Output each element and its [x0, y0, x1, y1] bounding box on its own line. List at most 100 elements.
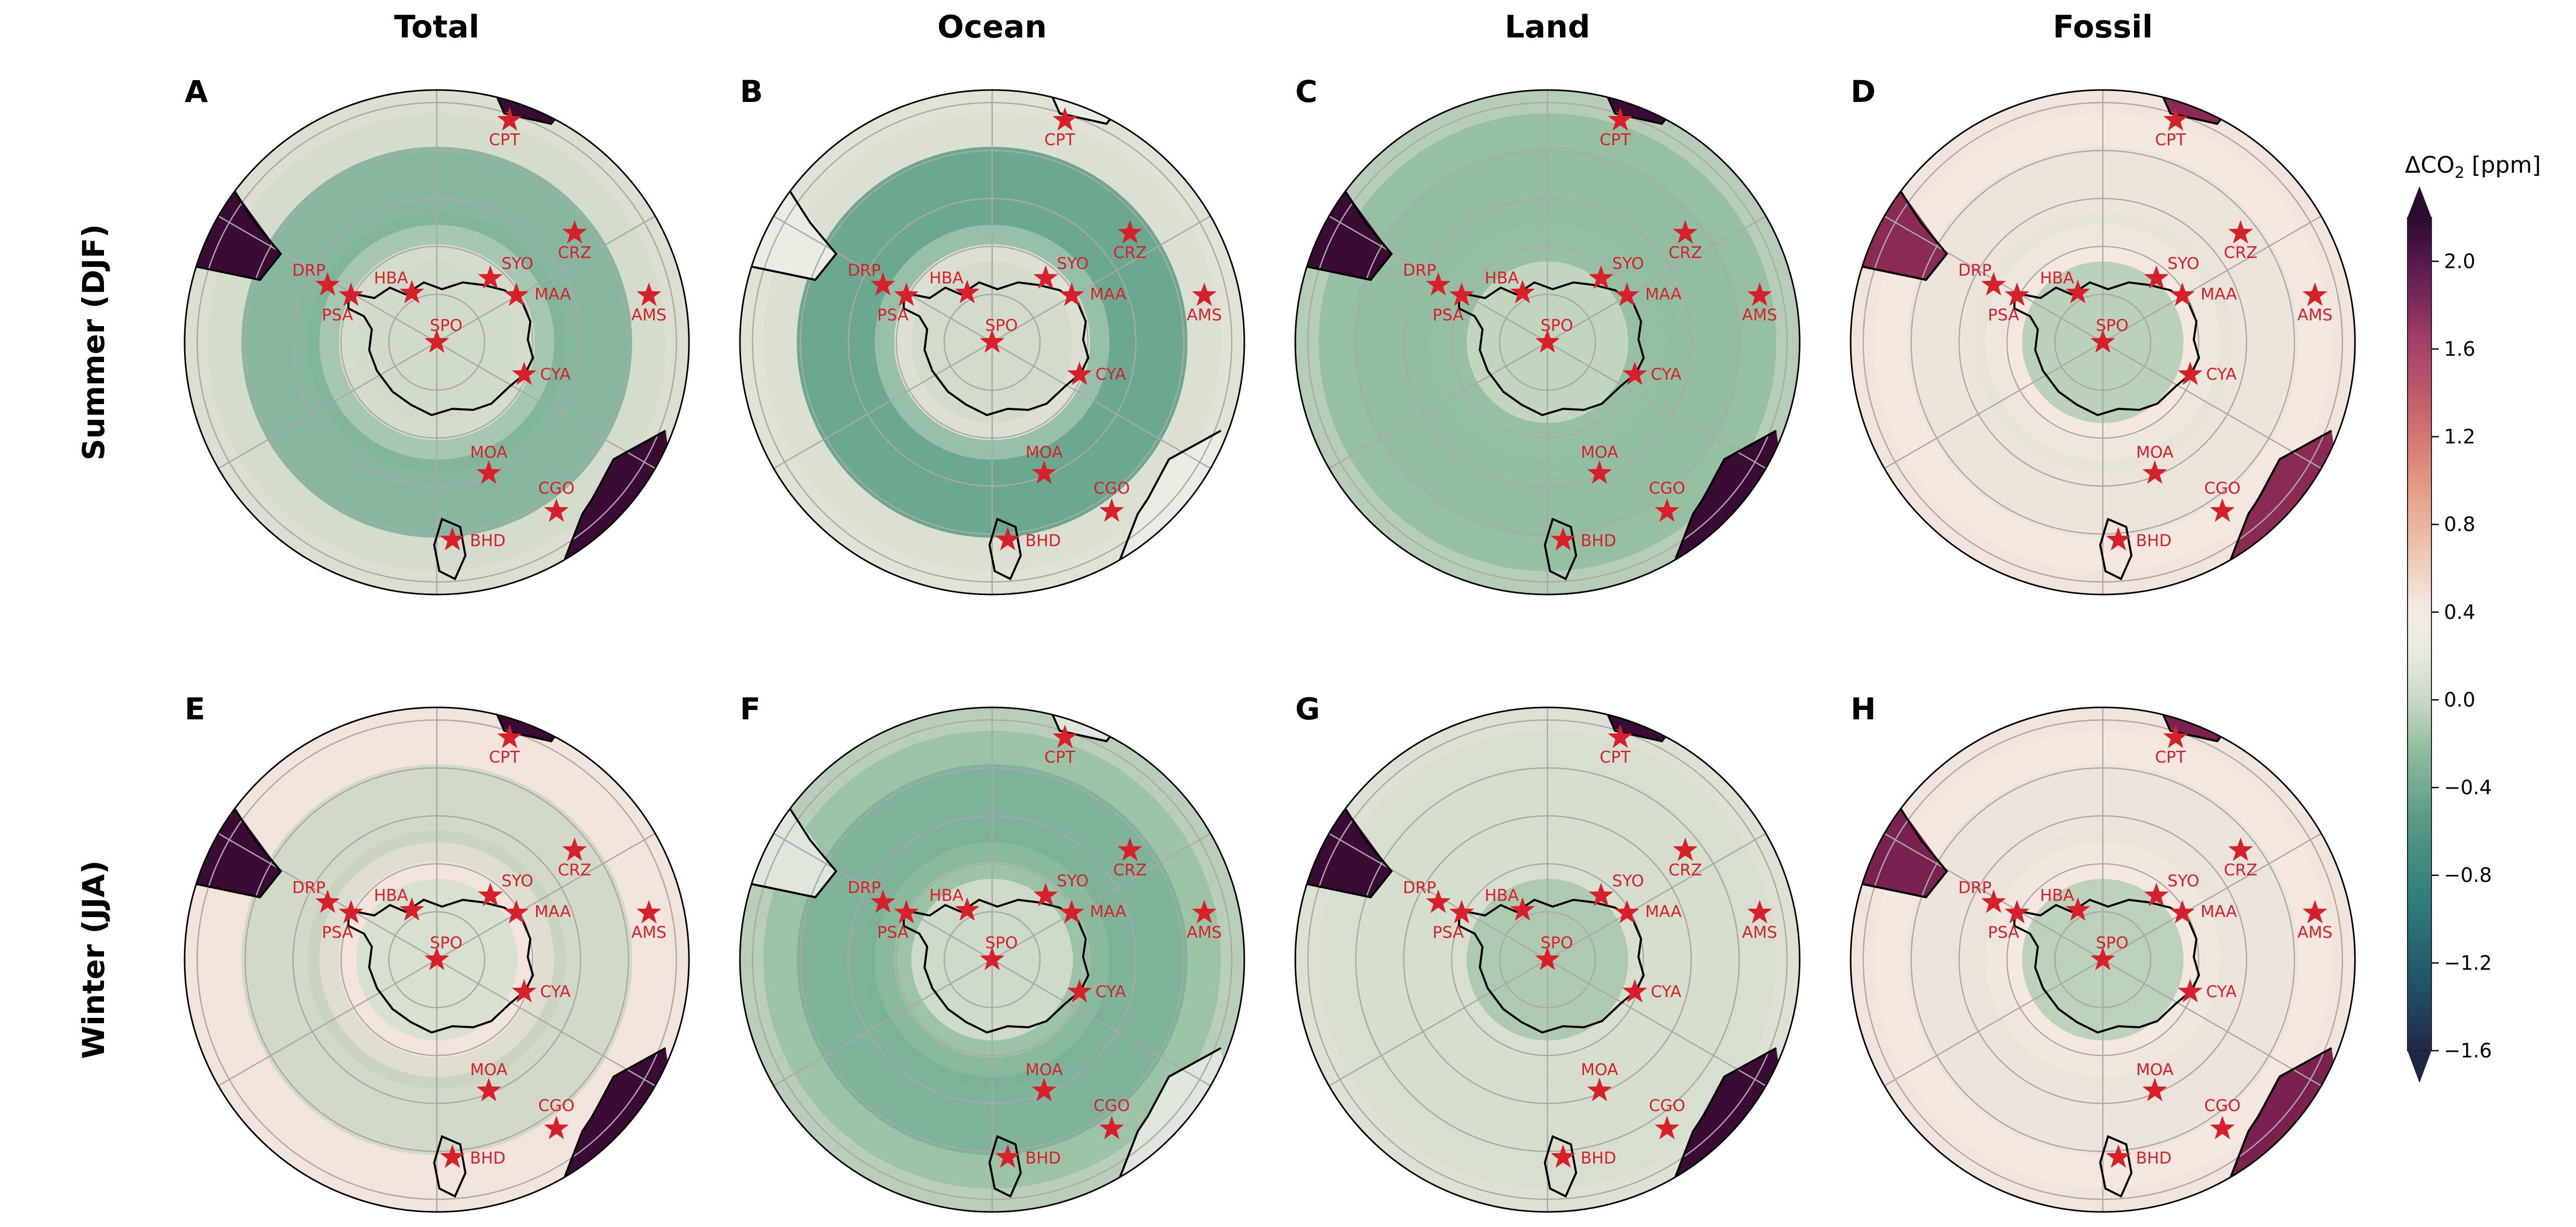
station-label-bhd: BHD — [470, 532, 505, 550]
station-marker-maa — [1615, 282, 1640, 306]
meridian-line — [2102, 833, 2322, 961]
meridian-line — [992, 341, 1211, 469]
station-label-cya: CYA — [540, 983, 571, 1001]
australia-coastline — [2216, 430, 2332, 595]
station-marker-cgo — [2210, 1116, 2235, 1140]
coastlines — [1295, 707, 1777, 1212]
station-label-hba: HBA — [374, 886, 408, 905]
colorbar-tick-label: 2.0 — [2444, 250, 2475, 273]
meridian-line — [992, 215, 1211, 343]
station-label-maa: MAA — [535, 285, 571, 304]
station-marker-drp — [1426, 272, 1451, 296]
station-label-cgo: CGO — [538, 1096, 575, 1115]
map-frame — [1294, 706, 1801, 1213]
station-marker-syo — [1589, 883, 1614, 907]
station-label-spo: SPO — [2096, 316, 2129, 335]
station-marker-cpt — [497, 725, 522, 748]
station-marker-maa — [1059, 900, 1084, 924]
station-marker-bhd — [1551, 527, 1576, 551]
station-marker-moa — [2142, 460, 2167, 484]
map-frame — [1294, 89, 1801, 596]
station-label-psa: PSA — [877, 923, 908, 942]
station-label-cpt: CPT — [1599, 131, 1631, 149]
station-marker-moa — [2142, 1078, 2167, 1102]
station-label-cpt: CPT — [1599, 748, 1631, 767]
station-label-drp: DRP — [1403, 261, 1436, 280]
station-label-drp: DRP — [848, 879, 881, 897]
station-marker-cya — [1622, 979, 1647, 1003]
station-marker-cpt — [1608, 725, 1633, 748]
colorbar-outline — [2407, 217, 2432, 1051]
meridian-line — [2102, 215, 2322, 343]
colorbar-extend-top — [2408, 186, 2431, 217]
station-marker-hba — [955, 897, 980, 921]
station-label-moa: MOA — [1025, 443, 1063, 462]
station-marker-maa — [1059, 282, 1084, 306]
station-label-cgo: CGO — [2204, 1096, 2241, 1115]
station-marker-ams — [2302, 900, 2327, 924]
station-label-spo: SPO — [430, 934, 463, 952]
panel-label: G — [1295, 691, 1320, 727]
station-marker-spo — [424, 947, 449, 971]
station-label-drp: DRP — [292, 261, 326, 280]
station-label-bhd: BHD — [2136, 1149, 2171, 1168]
station-label-hba: HBA — [929, 886, 964, 905]
station-marker-maa — [2170, 282, 2195, 306]
station-label-cgo: CGO — [2204, 479, 2241, 498]
map-frame — [739, 706, 1245, 1213]
station-label-maa: MAA — [1090, 285, 1126, 304]
station-marker-bhd — [2106, 527, 2131, 551]
meridian-line — [2102, 341, 2322, 469]
station-label-cgo: CGO — [1649, 479, 1685, 498]
colorbar: ΔCO2 [ppm] 2.0 1.6 1.2 0.8 0.4 0.0 −0.4 −0.8 −1.… — [2405, 152, 2541, 1083]
station-label-psa: PSA — [877, 306, 908, 325]
station-label-moa: MOA — [1581, 443, 1618, 462]
station-label-syo: SYO — [1057, 872, 1088, 890]
map-frame — [184, 89, 690, 596]
australia-coastline — [1105, 1047, 1221, 1212]
station-marker-syo — [1033, 265, 1058, 289]
station-label-bhd: BHD — [2136, 532, 2171, 550]
station-marker-psa — [1449, 282, 1474, 306]
australia-coastline — [2216, 1047, 2332, 1212]
station-marker-maa — [1615, 900, 1640, 924]
station-label-moa: MOA — [470, 443, 508, 462]
station-marker-ams — [1747, 282, 1772, 306]
new-zealand-coastline — [1543, 1135, 1578, 1198]
station-label-syo: SYO — [501, 872, 533, 890]
station-label-hba: HBA — [1485, 269, 1519, 288]
meridian-line — [1547, 341, 1766, 469]
station-marker-maa — [2170, 900, 2195, 924]
station-label-cpt: CPT — [489, 131, 520, 149]
new-zealand-coastline — [433, 518, 467, 580]
station-label-drp: DRP — [1403, 879, 1436, 897]
station-marker-cpt — [497, 107, 522, 131]
station-label-psa: PSA — [1988, 923, 2019, 942]
column-title-ocean: Ocean — [938, 9, 1047, 45]
station-label-crz: CRZ — [2224, 861, 2257, 880]
station-marker-ams — [636, 900, 661, 924]
station-label-crz: CRZ — [1113, 861, 1147, 880]
station-label-syo: SYO — [2167, 872, 2199, 890]
station-marker-crz — [562, 220, 587, 244]
station-label-crz: CRZ — [1669, 861, 1702, 880]
station-marker-syo — [2144, 883, 2169, 907]
station-marker-moa — [476, 1078, 501, 1102]
station-label-crz: CRZ — [1113, 243, 1147, 262]
station-marker-psa — [1449, 900, 1474, 924]
australia-coastline — [550, 430, 666, 595]
station-marker-drp — [315, 272, 340, 296]
meridian-line — [436, 959, 656, 1087]
station-marker-bhd — [440, 527, 465, 551]
meridian-line — [218, 341, 437, 469]
station-marker-cya — [1622, 361, 1647, 385]
station-marker-cgo — [1655, 1116, 1680, 1140]
meridian-line — [992, 833, 1211, 961]
station-label-cya: CYA — [1651, 983, 1682, 1001]
